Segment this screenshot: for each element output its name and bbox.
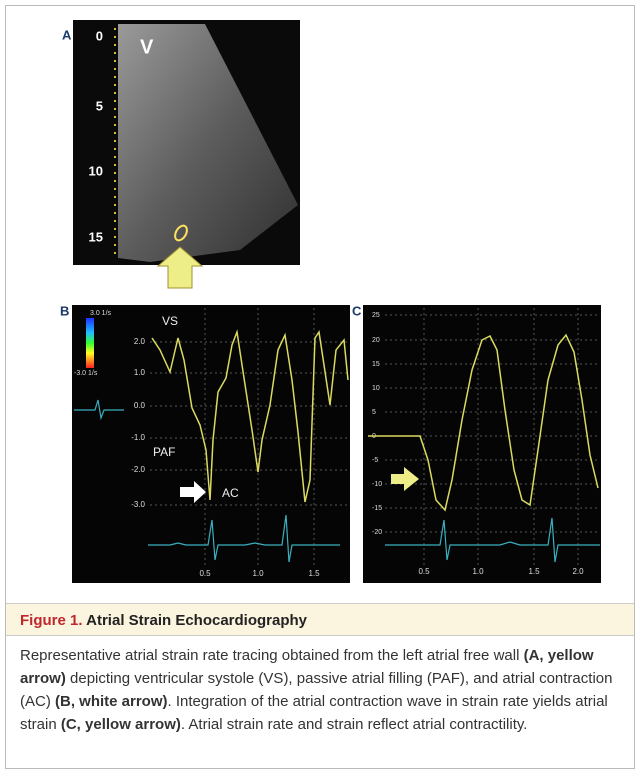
- view-label: V: [140, 36, 154, 58]
- color-bar: [86, 318, 94, 368]
- y-label: 20: [372, 337, 380, 344]
- panel-label: B: [60, 303, 69, 318]
- y-label: -3.0: [131, 500, 145, 509]
- figure-title: Atrial Strain Echocardiography: [86, 612, 307, 629]
- y-label: -15: [372, 505, 382, 512]
- y-label: 0.0: [134, 401, 146, 410]
- x-label: 1.0: [472, 567, 484, 576]
- y-label: 5: [372, 409, 376, 416]
- y-label: 15: [372, 361, 380, 368]
- x-label: 0.5: [418, 567, 430, 576]
- y-label: 1.0: [134, 368, 146, 377]
- x-label: 1.5: [528, 567, 540, 576]
- scale-label: -3.0 1/s: [74, 370, 98, 377]
- y-label: -5: [372, 457, 378, 464]
- caption-body: Representative atrial strain rate tracin…: [20, 644, 626, 736]
- x-label: 0.5: [199, 569, 211, 578]
- caption-header: Figure 1. Atrial Strain Echocardiography: [6, 603, 634, 636]
- y-label: 25: [372, 312, 380, 319]
- x-label: 1.0: [252, 569, 264, 578]
- panel-b-image: [72, 305, 350, 583]
- y-label: -1.0: [131, 433, 145, 442]
- y-label: 10: [372, 385, 380, 392]
- x-label: 1.5: [308, 569, 320, 578]
- caption-run: Representative atrial strain rate tracin…: [20, 647, 524, 664]
- y-label: -10: [372, 481, 382, 488]
- depth-label: 15: [89, 229, 103, 244]
- annotation: VS: [162, 314, 178, 328]
- annotation: AC: [222, 486, 239, 500]
- panel-c-image: [363, 305, 601, 583]
- x-label: 2.0: [572, 567, 584, 576]
- depth-label: 10: [89, 163, 103, 178]
- depth-label: 0: [96, 28, 103, 43]
- caption-run: . Atrial strain rate and strain reflect …: [181, 716, 528, 733]
- depth-label: 5: [96, 98, 103, 113]
- annotation: PAF: [153, 445, 175, 459]
- figure: A 0 5 10 15 V 3.0 1/s -3.0 1/s B 2.0 1.0 0.0 -1.0 -2.…: [0, 0, 641, 600]
- panel-label: A: [62, 27, 72, 42]
- caption-bold-run: (B, white arrow): [55, 693, 168, 710]
- y-label: -2.0: [131, 465, 145, 474]
- caption-bold-run: (C, yellow arrow): [61, 716, 181, 733]
- scale-label: 3.0 1/s: [90, 310, 112, 317]
- y-label: -20: [372, 529, 382, 536]
- y-label: 2.0: [134, 337, 146, 346]
- figure-number: Figure 1.: [20, 612, 83, 629]
- panel-label: C: [352, 303, 362, 318]
